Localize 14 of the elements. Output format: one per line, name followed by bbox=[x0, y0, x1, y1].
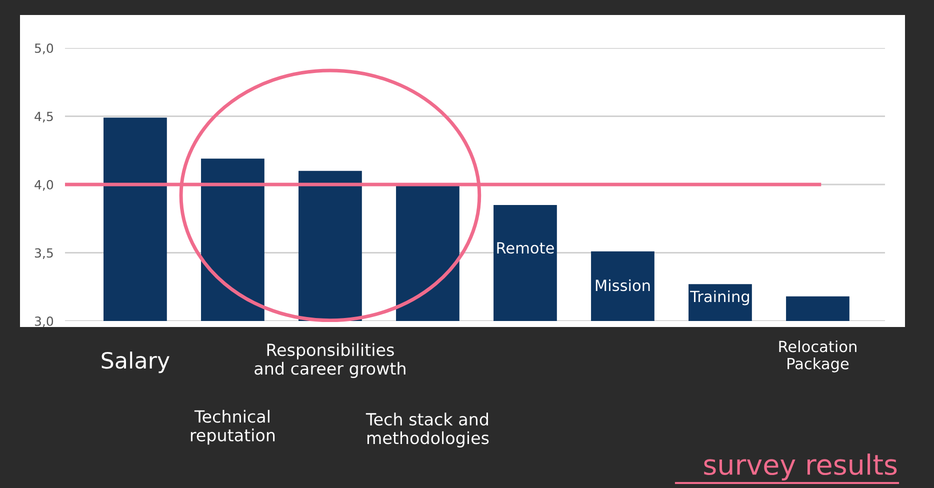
y-tick-label: 4,0 bbox=[34, 180, 54, 191]
x-tick-label: Remote bbox=[497, 242, 554, 254]
y-tick-label: 3,5 bbox=[34, 248, 53, 259]
x-tick-label: Mission bbox=[596, 279, 650, 292]
y-tick-label: 3,0 bbox=[34, 316, 54, 328]
x-tick-label: Training bbox=[690, 290, 749, 306]
x-tick-label: Relocation Package bbox=[779, 340, 856, 372]
x-tick-label: Salary bbox=[102, 352, 170, 374]
text: survey results bbox=[704, 454, 897, 480]
x-tick-label: Responsibilities and career growth bbox=[254, 343, 406, 378]
x-tick-label: Technical reputation bbox=[190, 410, 275, 445]
y-tick-label: 4,5 bbox=[34, 112, 53, 122]
y-tick-label: 5,0 bbox=[34, 43, 54, 54]
x-tick-label: Tech stack and methodologies bbox=[366, 412, 489, 448]
